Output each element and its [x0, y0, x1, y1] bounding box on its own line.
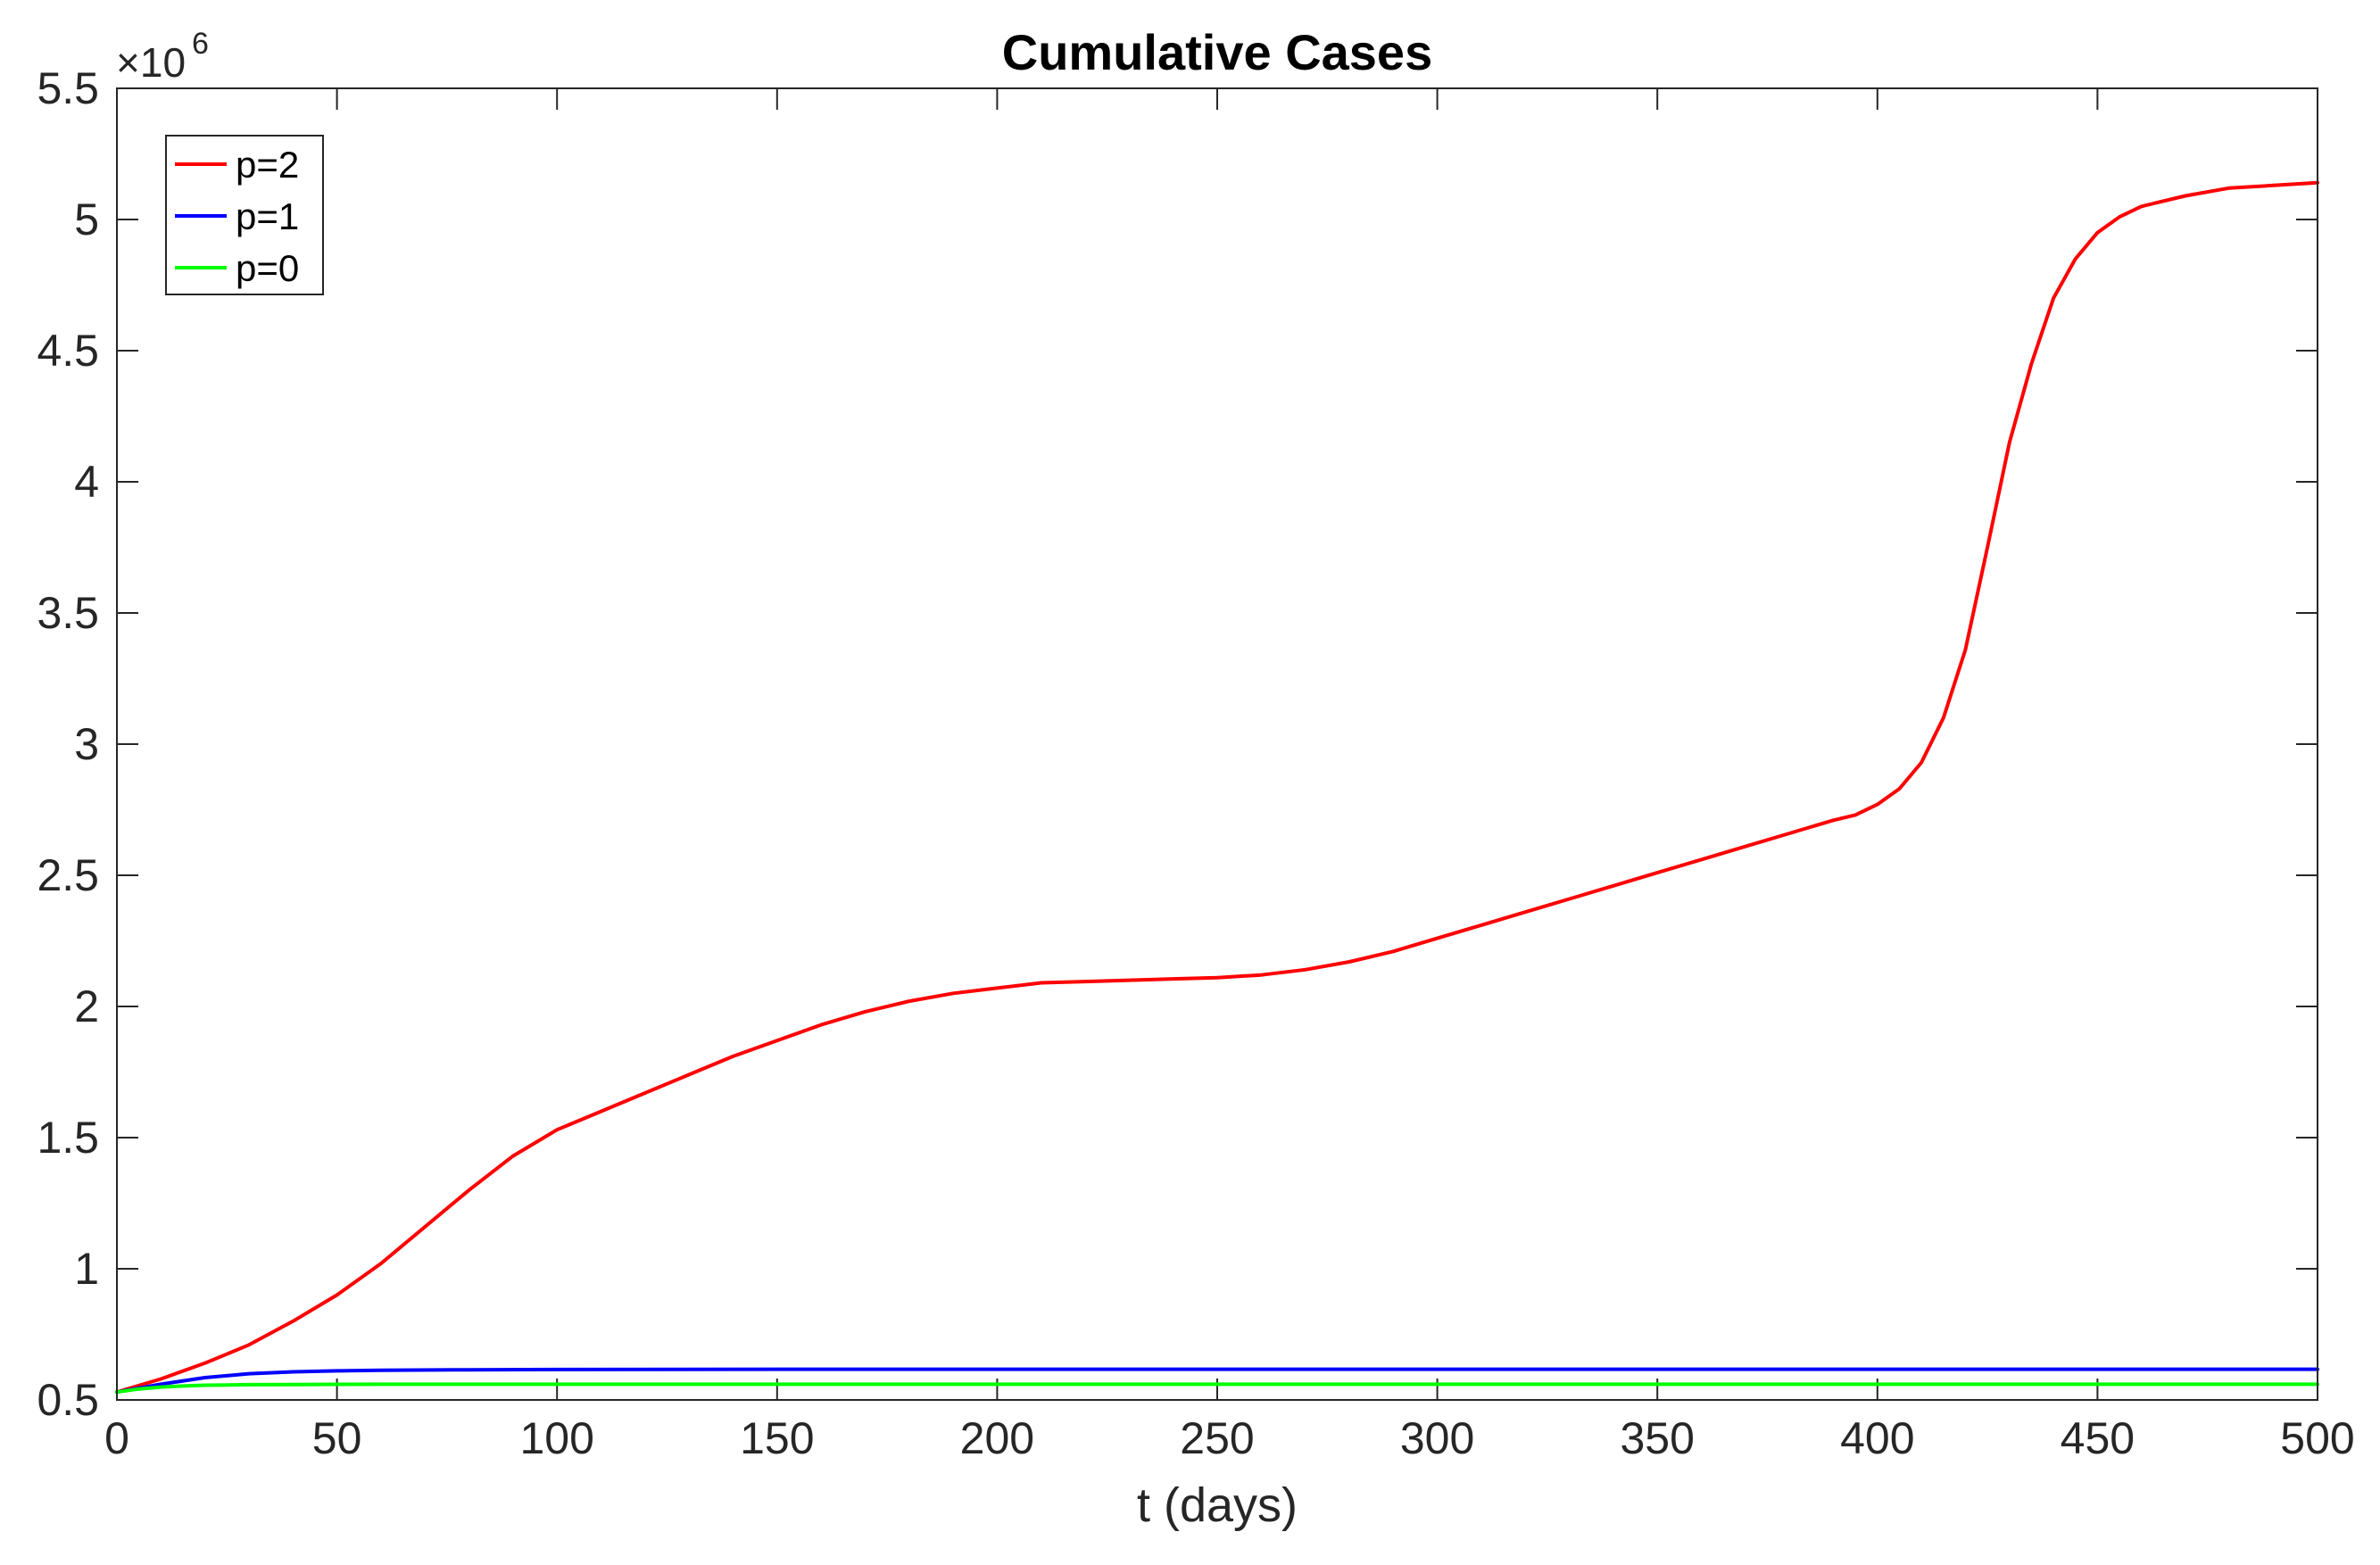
y-tick-label: 0.5 — [37, 1375, 99, 1425]
y-exponent-power: 6 — [192, 27, 209, 61]
x-tick-label: 50 — [312, 1413, 362, 1463]
x-tick-label: 100 — [519, 1413, 593, 1463]
y-tick-label: 4.5 — [37, 326, 99, 376]
y-tick-label: 2.5 — [37, 850, 99, 900]
x-tick-label: 0 — [104, 1413, 129, 1463]
series-line-p-0 — [115, 1382, 2319, 1395]
x-tick-label: 400 — [1840, 1413, 1914, 1463]
legend-entry: p=0 — [236, 247, 299, 289]
x-tick-label: 500 — [2280, 1413, 2354, 1463]
chart-title: Cumulative Cases — [1002, 24, 1432, 80]
legend-entry: p=1 — [236, 195, 299, 237]
y-tick-label: 3.5 — [37, 588, 99, 638]
x-tick-label: 350 — [1620, 1413, 1694, 1463]
y-tick-label: 1.5 — [37, 1113, 99, 1163]
x-axis-label: t (days) — [1137, 1478, 1298, 1532]
y-tick-label: 5.5 — [37, 63, 99, 113]
plot-area — [117, 88, 2318, 1400]
x-tick-label: 250 — [1180, 1413, 1254, 1463]
x-tick-label: 200 — [960, 1413, 1034, 1463]
y-tick-label: 2 — [74, 981, 99, 1031]
x-tick-label: 150 — [740, 1413, 814, 1463]
y-tick-label: 1 — [74, 1244, 99, 1294]
y-tick-label: 4 — [74, 457, 99, 507]
y-tick-label: 3 — [74, 719, 99, 769]
axes-frame — [116, 87, 2318, 1401]
x-tick-label: 300 — [1400, 1413, 1474, 1463]
series-line-p-1 — [115, 1367, 2319, 1395]
y-tick-label: 5 — [74, 195, 99, 244]
series-line-p-2 — [115, 180, 2319, 1395]
legend-entry: p=2 — [236, 144, 299, 186]
x-tick-label: 450 — [2061, 1413, 2135, 1463]
y-exponent-base: ×10 — [116, 39, 186, 86]
